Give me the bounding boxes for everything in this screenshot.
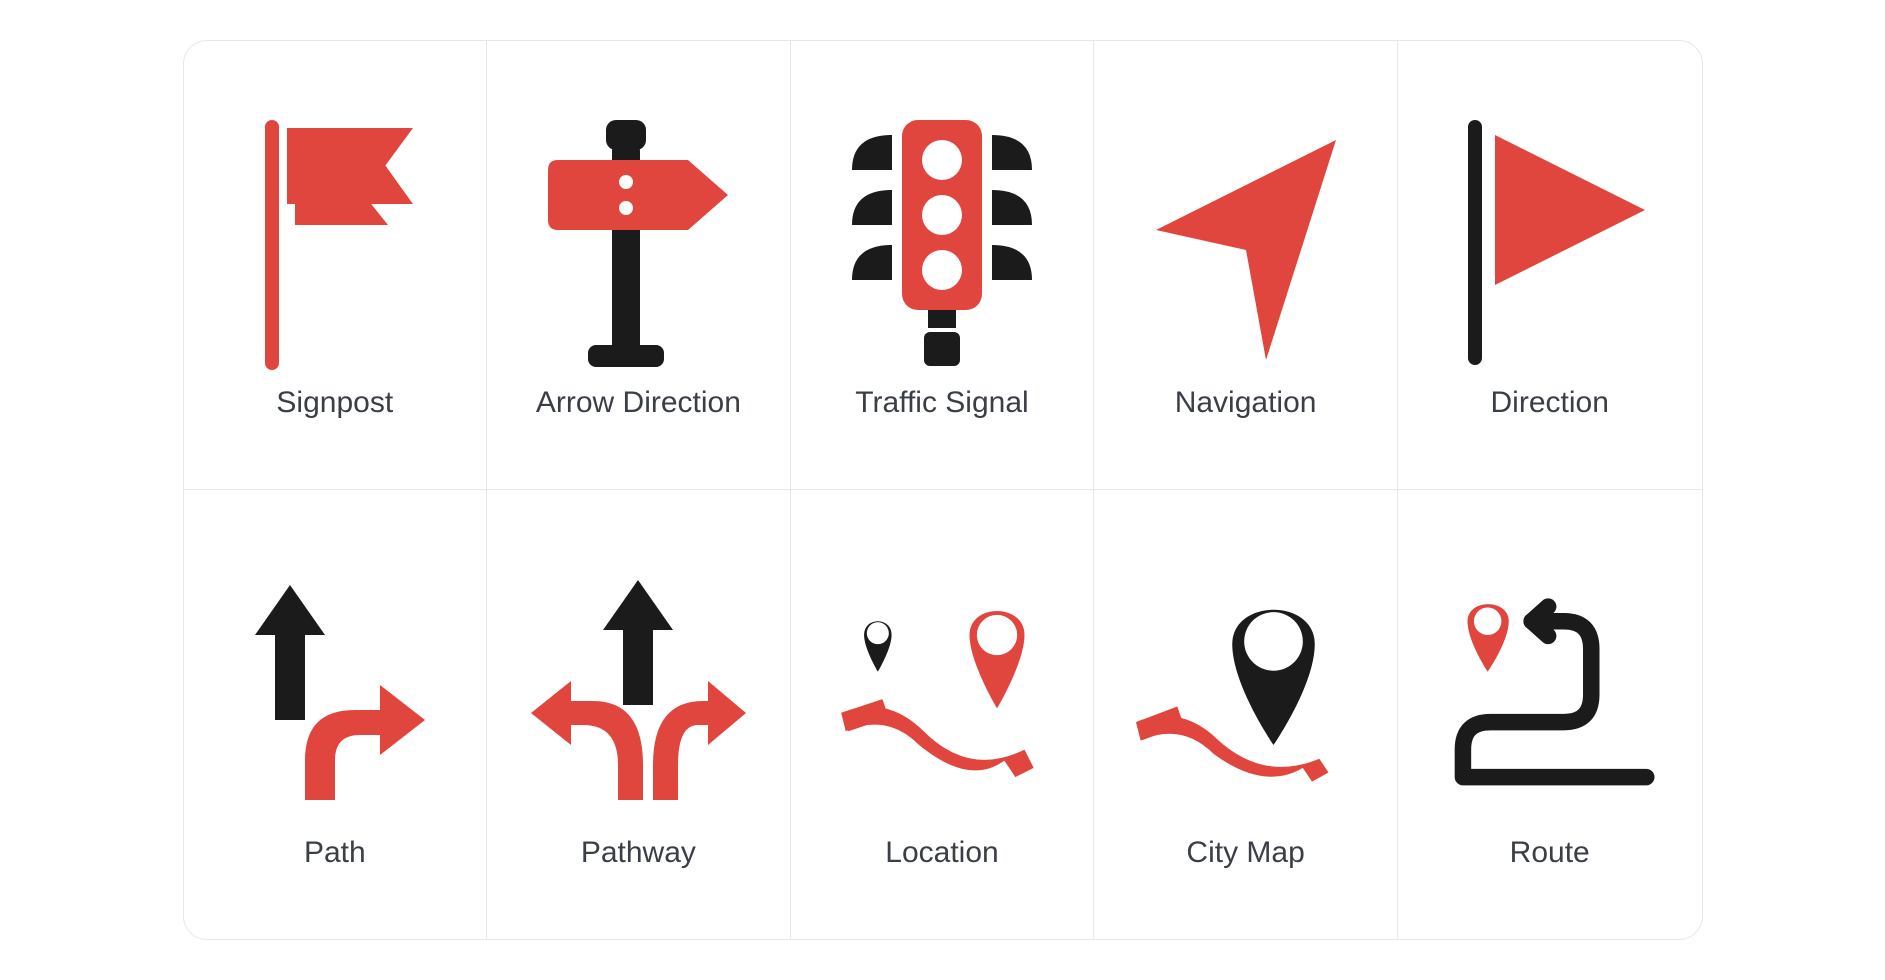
traffic-signal-label: Traffic Signal bbox=[855, 386, 1028, 420]
route-icon bbox=[1440, 560, 1660, 820]
pathway-label: Pathway bbox=[581, 836, 696, 870]
arrow-direction-icon bbox=[528, 110, 748, 370]
location-label: Location bbox=[885, 836, 998, 870]
direction-icon bbox=[1440, 110, 1660, 370]
cell-navigation: Navigation bbox=[1094, 41, 1398, 490]
navigation-icon bbox=[1136, 110, 1356, 370]
city-map-label: City Map bbox=[1186, 836, 1304, 870]
cell-traffic-signal: Traffic Signal bbox=[791, 41, 1095, 490]
route-label: Route bbox=[1510, 836, 1590, 870]
pathway-icon bbox=[528, 560, 748, 820]
cell-path: Path bbox=[184, 490, 488, 939]
cell-location: Location bbox=[791, 490, 1095, 939]
location-icon bbox=[832, 560, 1052, 820]
cell-pathway: Pathway bbox=[487, 490, 791, 939]
cell-arrow-direction: Arrow Direction bbox=[487, 41, 791, 490]
city-map-icon bbox=[1136, 560, 1356, 820]
cell-route: Route bbox=[1398, 490, 1702, 939]
direction-label: Direction bbox=[1491, 386, 1609, 420]
path-label: Path bbox=[304, 836, 366, 870]
cell-direction: Direction bbox=[1398, 41, 1702, 490]
cell-signpost: Signpost bbox=[184, 41, 488, 490]
navigation-label: Navigation bbox=[1175, 386, 1317, 420]
path-icon bbox=[225, 560, 445, 820]
cell-city-map: City Map bbox=[1094, 490, 1398, 939]
arrow-direction-label: Arrow Direction bbox=[536, 386, 741, 420]
signpost-label: Signpost bbox=[276, 386, 393, 420]
traffic-signal-icon bbox=[832, 110, 1052, 370]
icon-grid: Signpost Arrow Direction bbox=[183, 40, 1703, 940]
signpost-icon bbox=[225, 110, 445, 370]
